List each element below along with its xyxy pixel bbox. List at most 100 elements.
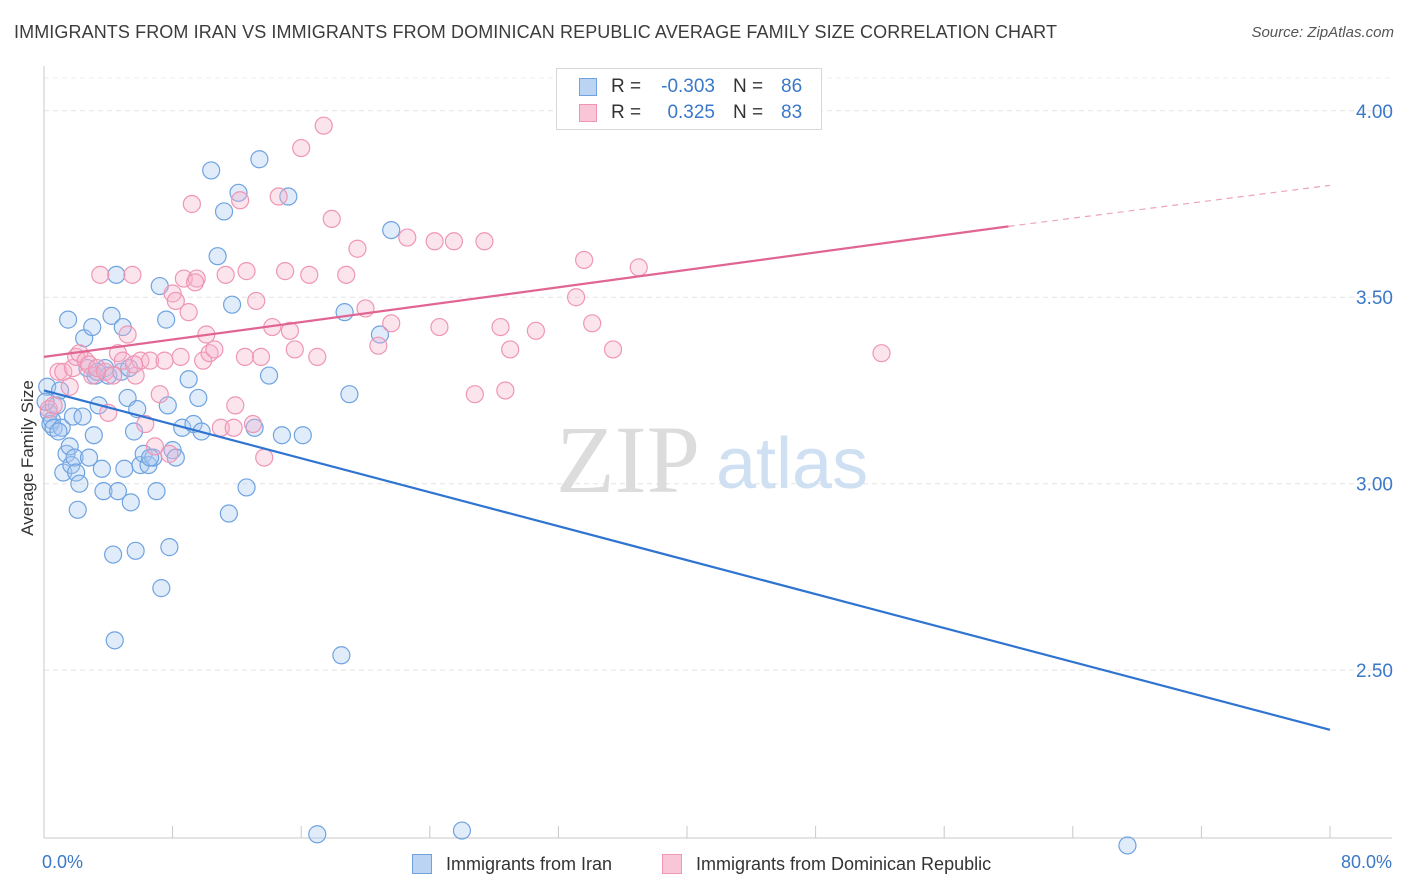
series-legend-dominican: Immigrants from Dominican Republic xyxy=(662,852,991,876)
legend-n-value-dominican: 83 xyxy=(781,102,803,123)
legend-r-label: R = xyxy=(611,102,642,123)
point-dominican xyxy=(44,396,63,415)
point-dominican xyxy=(145,437,165,456)
series-name-dominican: Immigrants from Dominican Republic xyxy=(696,853,992,874)
point-dominican xyxy=(501,340,520,359)
point-iran xyxy=(229,183,248,202)
point-iran xyxy=(208,247,227,266)
point-dominican xyxy=(174,269,193,288)
point-iran xyxy=(126,541,145,560)
point-iran xyxy=(259,366,279,385)
point-dominican xyxy=(171,347,190,366)
point-iran xyxy=(160,538,179,557)
chart-source: Source: ZipAtlas.com xyxy=(1251,24,1394,41)
point-dominican xyxy=(276,262,295,281)
point-dominican xyxy=(425,232,444,251)
point-dominican xyxy=(179,303,198,322)
legend-n-value-iran: 86 xyxy=(781,76,803,97)
point-dominican xyxy=(235,347,255,366)
correlation-legend: R = -0.303 N = 86 R = 0.325 N = 83 xyxy=(556,68,822,130)
y-axis-title: Average Family Size xyxy=(18,380,37,536)
watermark-zip: ZIP xyxy=(556,406,700,513)
series-swatch-dominican xyxy=(662,854,682,874)
point-iran xyxy=(332,646,351,665)
point-dominican xyxy=(160,444,179,463)
point-dominican xyxy=(186,273,205,292)
point-iran xyxy=(84,426,103,445)
legend-row-iran: R = -0.303 N = 86 xyxy=(579,75,802,99)
point-iran xyxy=(60,437,79,456)
point-iran xyxy=(59,310,78,329)
point-iran xyxy=(1118,836,1137,855)
axes xyxy=(43,66,1392,839)
point-dominican xyxy=(369,336,388,355)
point-dominican xyxy=(285,340,304,359)
point-iran xyxy=(140,448,160,467)
point-dominican xyxy=(237,262,256,281)
trend-lines xyxy=(43,184,1331,731)
legend-swatch-iran xyxy=(579,78,597,96)
point-dominican xyxy=(205,340,224,359)
point-iran xyxy=(214,202,234,221)
point-iran xyxy=(92,459,111,478)
point-iran xyxy=(340,385,359,404)
point-dominican xyxy=(566,288,586,307)
point-dominican xyxy=(150,385,169,404)
legend-r-value-dominican: 0.325 xyxy=(667,102,715,123)
chart-title: IMMIGRANTS FROM IRAN VS IMMIGRANTS FROM … xyxy=(14,22,1058,42)
x-tick-label-min: 0.0% xyxy=(42,852,84,872)
point-dominican xyxy=(526,321,545,340)
x-tick-label-max: 80.0% xyxy=(1340,852,1392,872)
point-dominican xyxy=(314,116,333,135)
point-dominican xyxy=(300,265,319,284)
point-iran xyxy=(202,161,221,180)
point-dominican xyxy=(104,366,123,385)
point-iran xyxy=(115,459,134,478)
y-tick-label: 4.00 xyxy=(1356,102,1393,123)
point-dominican xyxy=(113,351,132,370)
point-dominican xyxy=(118,325,137,344)
trend-line-iran xyxy=(43,389,1331,731)
point-dominican xyxy=(491,317,510,337)
series-legend-iran: Immigrants from Iran xyxy=(412,852,612,876)
point-iran xyxy=(237,478,256,497)
legend-n-label: N = xyxy=(733,76,764,97)
point-iran xyxy=(68,500,87,519)
point-dominican xyxy=(603,340,623,359)
point-iran xyxy=(83,317,102,337)
point-iran xyxy=(105,631,124,650)
point-dominican xyxy=(247,291,266,311)
point-dominican xyxy=(398,228,417,247)
point-dominican xyxy=(308,347,327,366)
point-dominican xyxy=(182,194,201,214)
point-iran xyxy=(63,407,83,426)
series-swatch-iran xyxy=(412,854,432,874)
point-iran xyxy=(65,448,84,467)
point-iran xyxy=(108,482,128,501)
point-iran xyxy=(452,821,472,840)
point-dominican xyxy=(348,239,367,258)
point-dominican xyxy=(49,362,68,381)
point-iran xyxy=(152,579,171,598)
point-dominican xyxy=(629,258,648,277)
point-iran xyxy=(49,422,68,441)
point-iran xyxy=(293,426,312,445)
point-iran xyxy=(179,370,198,389)
legend-n-label: N = xyxy=(733,102,764,123)
point-iran xyxy=(189,388,208,408)
point-dominican xyxy=(496,381,515,400)
point-dominican xyxy=(269,187,288,206)
point-iran xyxy=(147,482,166,501)
point-dominican xyxy=(226,396,245,415)
data-points xyxy=(36,116,1137,855)
point-dominican xyxy=(224,418,243,437)
trend-line-dominican xyxy=(43,225,1009,358)
point-iran xyxy=(102,306,121,325)
legend-r-value-iran: -0.303 xyxy=(661,76,715,97)
y-tick-label: 2.50 xyxy=(1356,661,1393,682)
point-dominican xyxy=(583,314,602,333)
point-dominican xyxy=(575,250,594,270)
point-iran xyxy=(70,474,89,493)
point-iran xyxy=(94,482,113,501)
point-iran xyxy=(157,310,176,329)
